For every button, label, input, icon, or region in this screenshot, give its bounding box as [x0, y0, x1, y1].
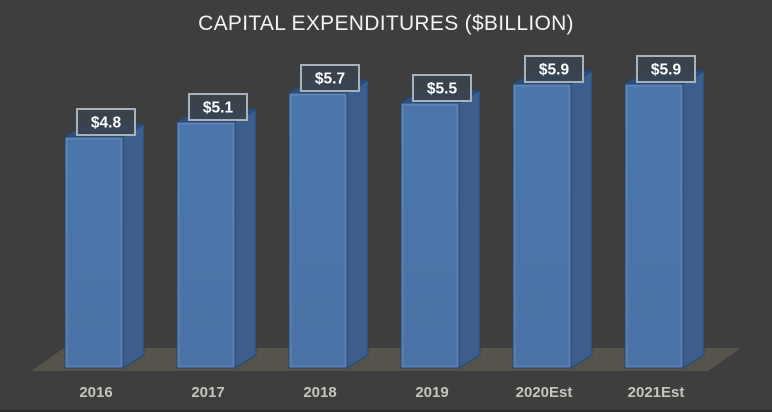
bar-front-face: [512, 83, 572, 369]
value-label: $5.1: [203, 100, 234, 117]
bar-2019: $5.5 2019: [400, 74, 481, 401]
bar-side-face: [234, 108, 257, 369]
value-label: $4.8: [91, 115, 122, 132]
bar-2021Est: $5.9 2021Est: [624, 55, 705, 401]
bar-front-face: [176, 121, 236, 369]
bar-2020Est: $5.9 2020Est: [512, 55, 593, 401]
value-label-box: [76, 108, 136, 136]
bar-front-highlight: [289, 93, 347, 368]
bar-front-face: [624, 83, 684, 369]
value-label-box: [636, 55, 696, 83]
bar-front-highlight: [65, 137, 123, 368]
value-label: $5.5: [427, 81, 458, 98]
bar-front-face: [64, 136, 124, 369]
category-label: 2018: [303, 384, 336, 401]
category-label: 2021Est: [628, 384, 685, 401]
bar-side-face: [346, 79, 369, 369]
bar-side-face: [122, 123, 145, 369]
bar-side-face: [570, 70, 593, 369]
value-label-box: [300, 64, 360, 92]
bar-side-face: [458, 89, 481, 369]
bar-front-face: [288, 92, 348, 369]
category-label: 2020Est: [516, 384, 573, 401]
bar-2018: $5.7 2018: [288, 64, 369, 401]
value-label: $5.7: [315, 71, 345, 88]
chart-title: CAPITAL EXPENDITURES ($BILLION): [198, 12, 574, 35]
bar-front-highlight: [513, 84, 571, 368]
value-label-box: [188, 93, 248, 121]
bar-front-highlight: [177, 122, 235, 368]
bar-side-face: [682, 70, 705, 369]
bar-front-face: [400, 102, 460, 369]
bar-2016: $4.8 2016: [64, 108, 145, 401]
value-label-box: [524, 55, 584, 83]
bar-2017: $5.1 2017: [176, 93, 257, 401]
category-label: 2016: [79, 384, 112, 401]
bar-front-highlight: [401, 103, 459, 368]
category-label: 2019: [415, 384, 448, 401]
value-label: $5.9: [651, 62, 682, 79]
category-label: 2017: [191, 384, 224, 401]
value-label-box: [412, 74, 472, 102]
value-label: $5.9: [539, 62, 570, 79]
bar-front-highlight: [625, 84, 683, 368]
